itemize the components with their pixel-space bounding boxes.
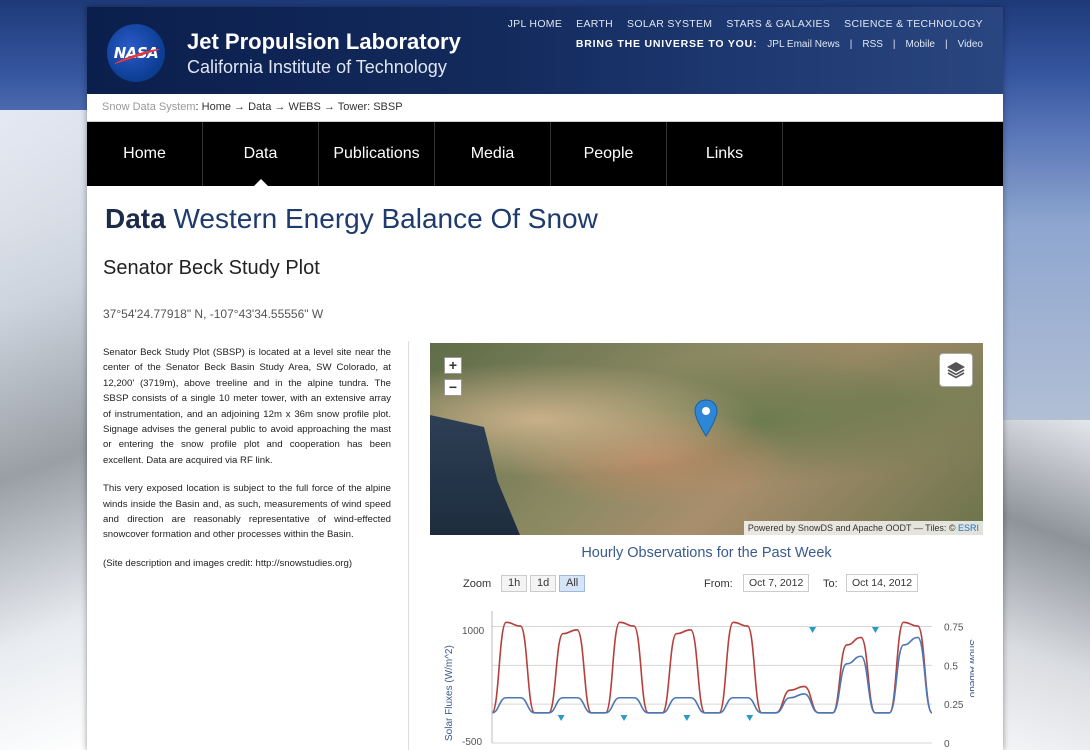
separator: | [849, 38, 853, 50]
breadcrumb: Snow Data System: Home → Data → WEBS → T… [87, 94, 1003, 122]
page-title-bold: Data [105, 203, 166, 234]
column-divider [408, 341, 409, 750]
chart-axes: 0 0.25 0.5 0.75 -500 1000 Solar Fluxes (W/m^2)… [444, 611, 974, 750]
top-link-jpl-home[interactable]: JPL HOME [507, 18, 563, 30]
layers-button[interactable] [939, 353, 973, 387]
nav-home[interactable]: Home [87, 122, 203, 186]
page-title: Data Western Energy Balance Of Snow [105, 203, 598, 235]
y2-tick-label: 0 [944, 739, 950, 750]
description-credit: (Site description and images credit: htt… [103, 557, 353, 569]
nasa-logo[interactable]: NASA [107, 24, 165, 82]
separator: | [892, 38, 896, 50]
attribution-text: Powered by SnowDS and Apache OODT — Tile… [747, 523, 956, 533]
flag-marker-icon [871, 627, 879, 633]
nav-links[interactable]: Links [667, 122, 783, 186]
solar-flux-chart[interactable]: 0 0.25 0.5 0.75 -500 1000 Solar Fluxes (W/m^2)… [444, 603, 974, 750]
top-link-solar-system[interactable]: SOLAR SYSTEM [627, 18, 713, 30]
flag-marker-icon [557, 715, 565, 721]
breadcrumb-system[interactable]: Snow Data System [102, 101, 196, 113]
from-date-input[interactable]: Oct 7, 2012 [743, 574, 810, 592]
top-links: JPL HOME EARTH SOLAR SYSTEM STARS & GALA… [508, 18, 983, 30]
range-all-button[interactable]: All [559, 575, 586, 592]
zoom-in-button[interactable]: + [444, 357, 462, 374]
tagline: BRING THE UNIVERSE TO YOU: [575, 38, 758, 50]
site-description: Senator Beck Study Plot (SBSP) is locate… [103, 345, 391, 584]
nav-media[interactable]: Media [435, 122, 551, 186]
y2-tick-label: 0.5 [944, 661, 958, 672]
series-line-1 [491, 636, 933, 714]
map-attribution: Powered by SnowDS and Apache OODT — Tile… [743, 521, 983, 535]
flag-marker-icon [809, 627, 817, 633]
page-container: NASA Jet Propulsion Laboratory Californi… [87, 7, 1003, 750]
top-link-earth[interactable]: EARTH [576, 18, 614, 30]
zoom-out-button[interactable]: − [444, 379, 462, 396]
map-ocean [430, 415, 520, 535]
flag-marker-icon [746, 715, 754, 721]
chart-grid [492, 626, 932, 744]
layers-icon [947, 362, 965, 379]
y2-axis-label: Snow Albedo [967, 639, 974, 698]
nasa-logo-text: NASA [113, 44, 159, 62]
flag-marker-icon [620, 715, 628, 721]
sub-link-mobile[interactable]: Mobile [905, 38, 935, 50]
sub-link-rss[interactable]: RSS [862, 38, 883, 50]
lab-title[interactable]: Jet Propulsion Laboratory [187, 29, 461, 54]
description-paragraph-1: Senator Beck Study Plot (SBSP) is locate… [103, 347, 391, 466]
background-mountain-left [0, 110, 95, 750]
background-mountain-right [995, 420, 1090, 750]
chart-controls: Zoom 1h 1d All From: Oct 7, 2012 To: Oct… [463, 574, 993, 596]
y-axis-label: Solar Fluxes (W/m^2) [444, 645, 455, 741]
from-label: From: [704, 578, 733, 590]
site-title: Senator Beck Study Plot [103, 257, 320, 279]
to-date-input[interactable]: Oct 14, 2012 [846, 574, 919, 592]
site-map[interactable]: + − Powered by SnowDS and Apache OODT — … [430, 343, 983, 535]
nav-people[interactable]: People [551, 122, 667, 186]
sub-link-email-news[interactable]: JPL Email News [767, 38, 840, 50]
main-nav: Home Data Publications Media People Link… [87, 122, 1003, 186]
tagline-row: BRING THE UNIVERSE TO YOU: JPL Email New… [576, 38, 983, 50]
top-link-stars-galaxies[interactable]: STARS & GALAXIES [726, 18, 831, 30]
breadcrumb-path[interactable]: : Home → Data → WEBS → Tower: SBSP [195, 101, 403, 113]
flag-marker-icon [683, 715, 691, 721]
nav-publications[interactable]: Publications [319, 122, 435, 186]
y2-tick-label: 0.75 [944, 623, 964, 634]
sub-link-video[interactable]: Video [957, 38, 983, 50]
y2-tick-label: 0.25 [944, 700, 964, 711]
chart-plot-area [491, 621, 933, 721]
chart-title: Hourly Observations for the Past Week [581, 545, 832, 561]
location-marker-icon[interactable] [694, 399, 718, 437]
to-label: To: [823, 578, 838, 590]
y-tick-label: 1000 [462, 626, 485, 637]
site-header: NASA Jet Propulsion Laboratory Californi… [87, 7, 1003, 94]
y-tick-label: -500 [462, 737, 482, 748]
site-coordinates: 37°54'24.77918" N, -107°43'34.55556" W [103, 307, 324, 321]
range-1d-button[interactable]: 1d [530, 575, 557, 592]
zoom-label: Zoom [463, 578, 492, 590]
range-1h-button[interactable]: 1h [501, 575, 528, 592]
page-title-rest: Western Energy Balance Of Snow [173, 203, 598, 234]
top-link-science-technology[interactable]: SCIENCE & TECHNOLOGY [844, 18, 983, 30]
separator: | [944, 38, 948, 50]
nav-data[interactable]: Data [203, 122, 319, 186]
attribution-esri-link[interactable]: ESRI [957, 523, 979, 533]
lab-subtitle[interactable]: California Institute of Technology [187, 57, 447, 77]
description-paragraph-2: This very exposed location is subject to… [103, 483, 391, 541]
